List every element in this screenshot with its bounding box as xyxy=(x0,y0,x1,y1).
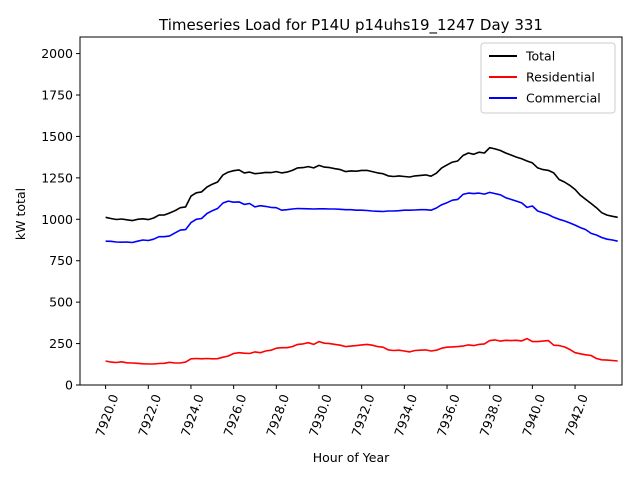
x-tick-label: 7942.0 xyxy=(562,392,591,438)
x-tick-label: 7920.0 xyxy=(92,392,121,438)
chart-title: Timeseries Load for P14U p14uhs19_1247 D… xyxy=(158,16,543,35)
y-tick-label: 1250 xyxy=(41,170,73,185)
legend-label-commercial: Commercial xyxy=(526,91,601,106)
y-tick-label: 500 xyxy=(49,295,73,310)
y-axis-label: kW total xyxy=(13,188,28,240)
legend-box xyxy=(480,42,616,114)
x-axis-label: Hour of Year xyxy=(313,450,390,465)
y-tick-label: 250 xyxy=(49,336,73,351)
x-tick-label: 7930.0 xyxy=(306,392,335,438)
x-tick-label: 7938.0 xyxy=(476,392,505,438)
series-line-residential xyxy=(105,337,618,365)
series-line-commercial xyxy=(105,191,618,244)
x-tick-label: 7924.0 xyxy=(178,392,207,438)
x-tick-label: 7936.0 xyxy=(434,392,463,438)
y-tick-label: 750 xyxy=(49,253,73,268)
y-tick-label: 0 xyxy=(65,378,73,393)
y-tick-label: 1500 xyxy=(41,129,73,144)
y-tick-label: 1000 xyxy=(41,212,73,227)
legend-label-residential: Residential xyxy=(526,70,595,85)
series-layer xyxy=(105,146,618,365)
x-tick-label: 7940.0 xyxy=(519,392,548,438)
y-tick-label: 2000 xyxy=(41,46,73,61)
x-tick-label: 7926.0 xyxy=(220,392,249,438)
series-line-total xyxy=(105,146,618,222)
x-tick-label: 7932.0 xyxy=(348,392,377,438)
x-tick-label: 7934.0 xyxy=(391,392,420,438)
y-tick-label: 1750 xyxy=(41,88,73,103)
plot-frame xyxy=(79,36,623,386)
legend-label-total: Total xyxy=(525,49,555,64)
y-axis: 0 250 500 750 1000 1250 1500 1750 2000 xyxy=(41,46,80,393)
x-axis: 7920.0 7922.0 7924.0 7926.0 7928.0 7930.0 7932… xyxy=(92,385,591,438)
legend: Total Residential Commercial xyxy=(480,42,616,114)
x-tick-label: 7922.0 xyxy=(135,392,164,438)
x-tick-label: 7928.0 xyxy=(263,392,292,438)
